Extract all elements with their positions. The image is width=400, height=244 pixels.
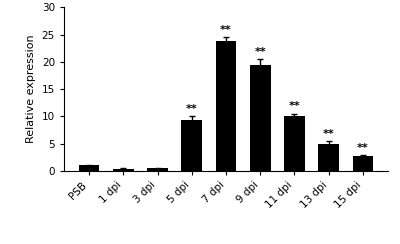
Bar — [216, 41, 236, 171]
Bar — [284, 116, 305, 171]
Bar — [79, 165, 99, 171]
Y-axis label: Relative expression: Relative expression — [26, 35, 36, 143]
Bar — [250, 65, 270, 171]
Text: **: ** — [289, 102, 300, 112]
Bar — [182, 120, 202, 171]
Bar — [353, 156, 373, 171]
Text: **: ** — [254, 47, 266, 57]
Text: **: ** — [357, 142, 369, 152]
Bar — [113, 169, 134, 171]
Text: **: ** — [220, 25, 232, 35]
Text: **: ** — [323, 129, 335, 139]
Text: **: ** — [186, 104, 198, 113]
Bar — [318, 143, 339, 171]
Bar — [147, 168, 168, 171]
